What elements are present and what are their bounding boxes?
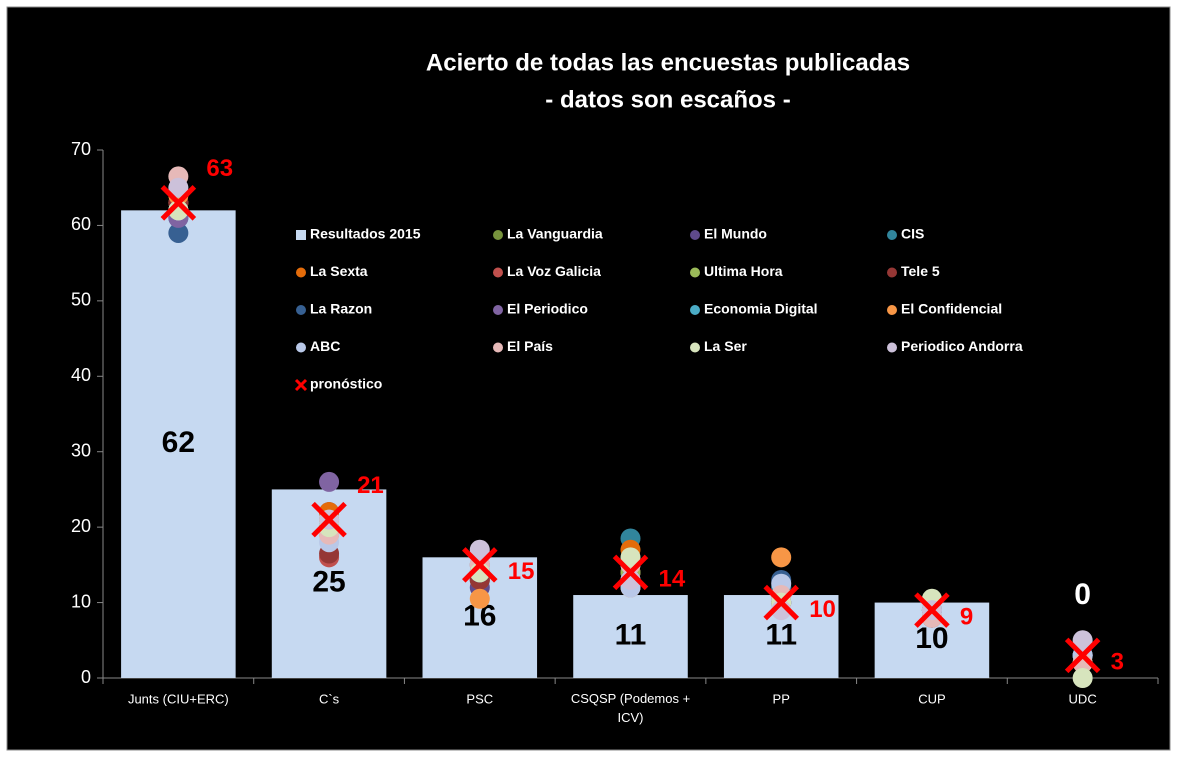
legend-label: La Ser [704, 338, 747, 354]
y-tick-label: 50 [71, 290, 91, 310]
legend-swatch [493, 305, 503, 315]
legend-swatch [887, 267, 897, 278]
survey-dot [168, 222, 189, 243]
y-tick-label: 10 [71, 591, 91, 611]
legend-swatch [493, 230, 503, 240]
legend-label: El Periodico [507, 301, 588, 317]
forecast-label: 21 [357, 472, 384, 499]
legend-label: Economia Digital [704, 301, 818, 317]
y-tick-label: 70 [71, 139, 91, 159]
survey-dot [1072, 668, 1093, 688]
forecast-label: 14 [659, 566, 686, 593]
legend-label: La Voz Galicia [507, 263, 601, 279]
legend-label: La Vanguardia [507, 226, 603, 242]
legend-label: ABC [310, 338, 340, 354]
legend-label: Tele 5 [901, 263, 940, 279]
forecast-label: 15 [508, 558, 535, 585]
legend-swatch [296, 305, 306, 315]
survey-dot [1072, 630, 1093, 651]
legend-swatch [887, 230, 897, 240]
chart-subtitle: - datos son escaños - [545, 86, 790, 113]
chart-title: Acierto de todas las encuestas publicada… [426, 49, 910, 76]
legend-swatch [690, 267, 700, 278]
survey-dot [620, 547, 641, 568]
forecast-label: 9 [960, 603, 973, 630]
legend-swatch [493, 342, 503, 353]
forecast-marker [763, 584, 799, 621]
legend-label: La Sexta [310, 263, 368, 279]
y-tick-label: 30 [71, 440, 91, 460]
x-tick-label: CUP [918, 691, 945, 706]
legend-label: El País [507, 338, 553, 354]
bar-value-label: 10 [915, 622, 948, 655]
y-tick-label: 20 [71, 516, 91, 536]
survey-dot [771, 547, 792, 568]
legend-label: CIS [901, 226, 924, 242]
legend-swatch [296, 267, 306, 278]
survey-dot [469, 588, 490, 609]
survey-dot [168, 177, 189, 198]
forecast-label: 10 [809, 596, 836, 623]
bar-value-label: 11 [765, 618, 797, 651]
legend-swatch [887, 342, 897, 353]
y-tick-label: 0 [81, 667, 91, 687]
y-tick-label: 60 [71, 214, 91, 234]
bar-value-label: 0 [1074, 578, 1091, 611]
bar [121, 210, 236, 679]
legend-label: pronóstico [310, 376, 382, 392]
survey-dot [469, 539, 490, 560]
forecast-marker [462, 547, 498, 583]
legend-label: Resultados 2015 [310, 226, 421, 242]
legend-label: Ultima Hora [704, 263, 783, 279]
bar-value-label: 11 [615, 618, 647, 651]
forecast-label: 63 [206, 155, 233, 182]
x-tick-label: PP [773, 691, 790, 706]
legend-label: La Razon [310, 301, 372, 317]
bar-value-label: 62 [162, 426, 195, 459]
survey-dot [319, 471, 340, 492]
legend-swatch [887, 305, 897, 315]
legend-label: Periodico Andorra [901, 338, 1023, 354]
forecast-label: 3 [1111, 649, 1124, 676]
forecast-marker [311, 501, 347, 538]
forecast-marker [914, 592, 950, 628]
bar-value-label: 25 [312, 566, 345, 599]
x-tick-label: UDC [1069, 691, 1097, 706]
legend-label: El Confidencial [901, 301, 1002, 317]
x-tick-label: C`s [319, 691, 340, 706]
legend-swatch [294, 378, 308, 392]
legend-swatch [690, 230, 700, 240]
forecast-marker [612, 554, 649, 591]
legend-swatch [690, 305, 700, 315]
forecast-marker [160, 185, 197, 221]
legend-swatch [493, 267, 503, 278]
legend-label: El Mundo [704, 226, 767, 242]
x-tick-label: PSC [466, 691, 493, 706]
y-tick-label: 40 [71, 365, 91, 385]
legend-swatch [296, 230, 306, 240]
forecast-marker [1064, 637, 1101, 674]
x-tick-label: Junts (CIU+ERC) [128, 691, 229, 706]
legend-swatch [690, 342, 700, 353]
bar [573, 595, 688, 678]
legend-swatch [296, 342, 306, 353]
x-tick-label: CSQSP (Podemos + ICV) [571, 691, 690, 725]
